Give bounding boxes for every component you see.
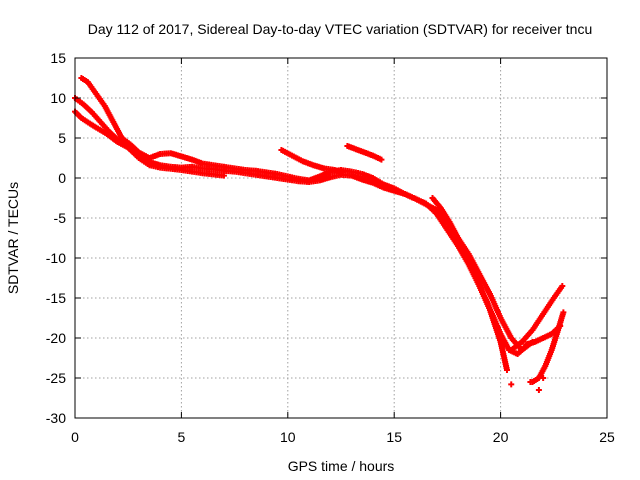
series-middle-band: [72, 95, 510, 373]
grid-layer: [75, 58, 607, 418]
series-late-branch-c: [523, 323, 564, 348]
data-point: [559, 283, 566, 289]
data-point: [508, 381, 515, 388]
series-late-branch-a: [508, 283, 566, 353]
y-tick-label: 15: [50, 50, 66, 66]
x-tick-label: 15: [386, 429, 402, 445]
data-point: [503, 367, 510, 373]
plot-frame: [74, 57, 608, 419]
series-lower-band: [72, 108, 227, 179]
x-tick-label: 25: [599, 429, 615, 445]
ticks-layer: 0 5 10 15 20 25 15 10 5 0 -5 -10 -15 -20 -25 -30: [46, 50, 615, 445]
y-axis-label: SDTVAR / TECUs: [5, 182, 21, 294]
y-tick-label: 10: [50, 90, 66, 106]
series-hour-10-segment: [278, 147, 347, 176]
y-tick-label: -30: [46, 410, 66, 426]
series-upper-band: [78, 75, 536, 353]
data-point: [527, 379, 534, 385]
y-tick-label: -25: [46, 370, 66, 386]
data-point: [378, 156, 385, 163]
x-tick-label: 0: [71, 429, 79, 445]
data-point: [557, 323, 564, 329]
y-tick-label: -10: [46, 250, 66, 266]
data-point: [560, 309, 567, 316]
x-axis-label: GPS time / hours: [288, 458, 395, 474]
y-tick-label: -20: [46, 330, 66, 346]
data-point: [340, 169, 347, 176]
y-tick-label: 0: [58, 170, 66, 186]
y-tick-label: -5: [54, 210, 67, 226]
x-tick-label: 5: [178, 429, 186, 445]
chart-title: Day 112 of 2017, Sidereal Day-to-day VTE…: [88, 21, 592, 37]
data-point: [535, 387, 542, 393]
y-tick-label: 5: [58, 130, 66, 146]
x-tick-label: 10: [280, 429, 296, 445]
series-outliers: [508, 375, 547, 393]
data-point: [220, 172, 227, 179]
series-hour-13-segment: [344, 143, 385, 163]
y-tick-label: -15: [46, 290, 66, 306]
data-point: [540, 375, 547, 381]
series-late-branch-b: [529, 309, 567, 385]
x-tick-label: 20: [493, 429, 509, 445]
data-layer: [72, 75, 567, 393]
